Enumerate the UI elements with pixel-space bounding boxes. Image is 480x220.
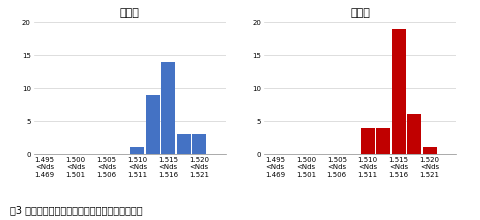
Bar: [376, 128, 390, 154]
Bar: [192, 134, 206, 154]
Bar: [161, 62, 175, 154]
Title: 沖縄県: 沖縄県: [350, 8, 370, 18]
Title: 千葉県: 千葉県: [120, 8, 140, 18]
Bar: [361, 128, 375, 154]
Text: 図3 代表的な火山ガラスの屈折率のヒストグラム: 図3 代表的な火山ガラスの屈折率のヒストグラム: [10, 206, 142, 216]
Bar: [131, 147, 144, 154]
Bar: [177, 134, 191, 154]
Bar: [423, 147, 437, 154]
Bar: [146, 95, 160, 154]
Bar: [407, 114, 421, 154]
Bar: [392, 29, 406, 154]
